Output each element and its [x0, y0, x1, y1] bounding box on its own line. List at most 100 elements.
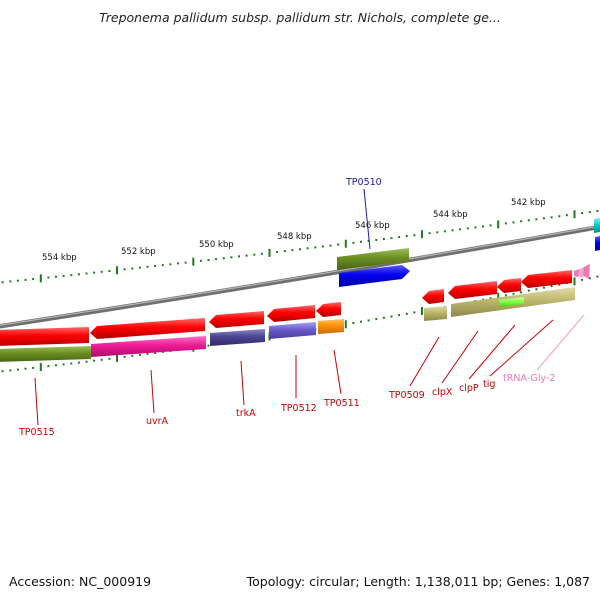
inner-ruler-minor-tick: [352, 322, 355, 324]
outer-ruler-minor-tick: [1, 281, 4, 284]
gene-label-tig[interactable]: tig: [483, 379, 495, 390]
inner-ruler-minor-tick: [588, 277, 591, 280]
outer-ruler-minor-tick: [314, 246, 317, 249]
outer-ruler-major-tick: [421, 230, 423, 239]
outer-ruler-minor-tick: [9, 280, 12, 283]
gene-TP0512-annotation-bar[interactable]: [269, 322, 316, 339]
inner-ruler-minor-tick: [543, 286, 545, 289]
inner-ruler-minor-tick: [131, 354, 134, 357]
gene-label-tRNA-Gly-2[interactable]: tRNA-Gly-2: [503, 373, 555, 384]
inner-ruler-minor-tick: [375, 318, 378, 321]
inner-ruler-minor-tick: [85, 360, 88, 363]
gene-label-TP0512[interactable]: TP0512: [280, 403, 317, 414]
outer-ruler-minor-tick: [70, 274, 73, 277]
outer-ruler-minor-tick: [543, 217, 545, 220]
outer-ruler-minor-tick: [535, 218, 538, 221]
edge-gene-blue[interactable]: [595, 236, 600, 251]
outer-ruler-major-tick: [268, 248, 271, 257]
gene-label-TP0510[interactable]: TP0510: [345, 177, 382, 188]
inner-ruler-minor-tick: [398, 314, 401, 317]
outer-ruler-minor-tick: [55, 275, 57, 278]
gene-TP0509-annotation-bar[interactable]: [424, 306, 447, 321]
inner-ruler-minor-tick: [367, 319, 370, 322]
inner-ruler-minor-tick: [62, 363, 65, 366]
gene-clp-tig-annotation-bar[interactable]: [451, 287, 575, 317]
gene-uvrA-feature[interactable]: [90, 318, 205, 339]
gene-TP0509-feature[interactable]: [422, 289, 444, 304]
outer-ruler-minor-tick: [230, 256, 233, 259]
gene-label-trkA[interactable]: trkA: [236, 408, 256, 419]
outer-ruler-minor-tick: [283, 250, 286, 253]
scale-label-552kbp: 552 kbp: [121, 247, 156, 257]
inner-ruler-major-tick: [39, 363, 42, 371]
outer-ruler-minor-tick: [215, 258, 218, 261]
outer-scale-ticks: [1, 210, 599, 284]
outer-ruler-minor-tick: [222, 257, 225, 260]
outer-ruler-minor-tick: [77, 273, 80, 276]
outer-ruler-major-tick: [497, 220, 500, 229]
outer-ruler-minor-tick: [62, 274, 65, 277]
inner-ruler-minor-tick: [93, 359, 96, 362]
outer-ruler-minor-tick: [138, 266, 141, 269]
outer-ruler-major-tick: [39, 274, 42, 283]
gene-tig-feature[interactable]: [521, 270, 572, 288]
outer-ruler-minor-tick: [520, 220, 523, 223]
outer-ruler-minor-tick: [108, 270, 111, 272]
outer-ruler-minor-tick: [550, 216, 553, 219]
edge-gene-cyan[interactable]: [594, 218, 600, 233]
scale-label-546kbp: 546 kbp: [355, 221, 390, 231]
outer-ruler-minor-tick: [131, 267, 134, 270]
gene-clpX-feature[interactable]: [448, 281, 497, 299]
gene-TP0510-feature[interactable]: [337, 248, 410, 287]
scale-label-542kbp: 542 kbp: [511, 198, 546, 208]
outer-ruler-minor-tick: [177, 262, 179, 265]
outer-ruler-minor-tick: [527, 219, 530, 222]
outer-ruler-minor-tick: [482, 225, 484, 228]
outer-ruler-minor-tick: [588, 211, 591, 214]
inner-ruler-minor-tick: [558, 283, 561, 286]
gene-label-clpX[interactable]: clpX: [432, 387, 453, 398]
outer-ruler-minor-tick: [299, 248, 301, 251]
inner-ruler-minor-tick: [535, 288, 538, 291]
gene-trkA-feature[interactable]: [209, 311, 264, 328]
gene-label-clpP[interactable]: clpP: [459, 383, 479, 394]
outer-ruler-minor-tick: [405, 235, 408, 238]
inner-ruler-minor-tick: [504, 294, 507, 297]
outer-ruler-minor-tick: [451, 229, 454, 232]
gene-TP0515-feature[interactable]: [0, 327, 89, 346]
inner-ruler-minor-tick: [24, 367, 27, 370]
leader-TP0510: [363, 188, 371, 250]
inner-ruler-minor-tick: [138, 353, 141, 356]
gene-TP0511-annotation-bar[interactable]: [318, 319, 344, 334]
inner-ruler-minor-tick: [550, 285, 553, 288]
gene-TP0515-annotation-bar[interactable]: [0, 346, 91, 362]
outer-ruler-minor-tick: [436, 231, 439, 234]
inner-ruler-major-tick: [421, 307, 423, 315]
inner-ruler-minor-tick: [32, 366, 35, 369]
gene-label-TP0511[interactable]: TP0511: [323, 398, 360, 409]
outer-ruler-minor-tick: [253, 253, 256, 256]
outer-ruler-minor-tick: [504, 222, 507, 225]
outer-ruler-minor-tick: [47, 276, 50, 279]
gene-trkA-annotation-bar[interactable]: [210, 329, 265, 346]
gene-label-TP0515[interactable]: TP0515: [18, 427, 55, 438]
inner-ruler-minor-tick: [512, 292, 515, 295]
outer-ruler-minor-tick: [184, 261, 187, 264]
inner-ruler-minor-tick: [520, 291, 523, 294]
gene-clpP-feature[interactable]: [497, 278, 521, 293]
inner-ruler-minor-tick: [146, 352, 149, 355]
gene-uvrA-annotation-bar[interactable]: [91, 336, 206, 357]
outer-ruler-minor-tick: [85, 272, 88, 275]
inner-ruler-minor-tick: [1, 370, 4, 373]
gene-TP0511-feature[interactable]: [316, 302, 341, 317]
gene-label-TP0509[interactable]: TP0509: [388, 390, 425, 401]
gene-TP0512-feature[interactable]: [267, 305, 315, 322]
gene-label-uvrA[interactable]: uvrA: [146, 416, 169, 427]
outer-ruler-minor-tick: [260, 252, 263, 255]
outer-ruler-minor-tick: [428, 232, 431, 235]
outer-ruler-minor-tick: [413, 234, 416, 237]
inner-ruler-major-tick: [116, 353, 118, 362]
gene-tRNA-Gly-2-feature[interactable]: [574, 264, 590, 279]
inner-ruler-major-tick: [497, 292, 500, 301]
